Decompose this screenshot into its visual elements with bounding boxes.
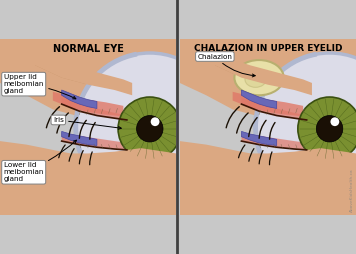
Circle shape (76, 53, 224, 201)
Polygon shape (180, 141, 356, 215)
Text: Iris: Iris (53, 117, 121, 129)
Polygon shape (53, 92, 123, 116)
Circle shape (316, 116, 343, 142)
Text: NORMAL EYE: NORMAL EYE (53, 44, 124, 54)
Polygon shape (241, 133, 307, 150)
Ellipse shape (234, 60, 284, 95)
Text: Upper lid
meibomian
gland: Upper lid meibomian gland (4, 74, 76, 99)
Circle shape (118, 97, 182, 161)
Polygon shape (62, 90, 97, 108)
Polygon shape (62, 98, 132, 120)
Polygon shape (241, 90, 277, 108)
Circle shape (137, 116, 163, 142)
Polygon shape (0, 141, 176, 215)
Polygon shape (241, 131, 277, 146)
Text: AboveKidsHealth.ca: AboveKidsHealth.ca (350, 168, 354, 212)
Circle shape (298, 97, 356, 161)
Polygon shape (215, 56, 312, 95)
Text: CHALAZION IN UPPER EYELID: CHALAZION IN UPPER EYELID (194, 44, 342, 53)
Circle shape (256, 53, 356, 201)
Polygon shape (180, 39, 356, 118)
Polygon shape (233, 92, 303, 116)
Polygon shape (241, 98, 312, 120)
Text: Lower lid
meibomian
gland: Lower lid meibomian gland (4, 140, 77, 182)
Polygon shape (180, 39, 312, 95)
FancyBboxPatch shape (0, 39, 176, 56)
Polygon shape (62, 133, 127, 150)
Polygon shape (35, 56, 132, 95)
FancyBboxPatch shape (180, 39, 356, 56)
Circle shape (151, 117, 159, 126)
Polygon shape (0, 39, 132, 95)
Circle shape (330, 117, 339, 126)
Ellipse shape (245, 71, 266, 87)
Polygon shape (0, 39, 176, 118)
Text: Chalazion: Chalazion (197, 54, 255, 77)
Polygon shape (62, 131, 97, 146)
